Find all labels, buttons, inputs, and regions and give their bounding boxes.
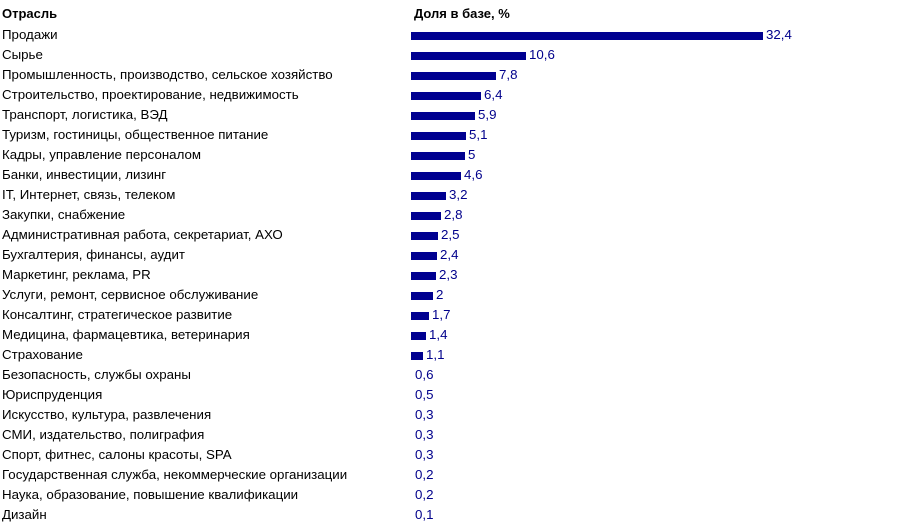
industry-label: Наука, образование, повышение квалификац… (2, 487, 299, 502)
share-bar (411, 252, 437, 260)
chart-row: СМИ, издательство, полиграфия 0,3 (0, 426, 900, 446)
chart-row: Спорт, фитнес, салоны красоты, SPA 0,3 (0, 446, 900, 466)
share-bar (411, 72, 496, 80)
industry-label: Страхование (2, 347, 83, 362)
share-bar (411, 172, 461, 180)
industry-label: Искусство, культура, развлечения (2, 407, 212, 422)
share-bar (411, 152, 465, 160)
share-value: 2,8 (444, 207, 463, 222)
industry-label: Безопасность, службы охраны (2, 367, 191, 382)
chart-row: Медицина, фармацевтика, ветеринария 1,4 (0, 326, 900, 346)
share-bar (411, 332, 426, 340)
industry-label: Банки, инвестиции, лизинг (2, 167, 167, 182)
share-value: 2,4 (440, 247, 459, 262)
column-header-industry: Отрасль (2, 6, 58, 21)
chart-row: Услуги, ремонт, сервисное обслуживание 2 (0, 286, 900, 306)
industry-label: Административная работа, секретариат, АХ… (2, 227, 283, 242)
share-value: 2,3 (439, 267, 458, 282)
share-value: 0,2 (415, 487, 434, 502)
share-value: 1,4 (429, 327, 448, 342)
share-value: 5,9 (478, 107, 497, 122)
share-value: 6,4 (484, 87, 503, 102)
industry-label: Закупки, снабжение (2, 207, 126, 222)
industry-label: Туризм, гостиницы, общественное питание (2, 127, 269, 142)
share-value: 32,4 (766, 27, 792, 42)
industry-label: IT, Интернет, связь, телеком (2, 187, 176, 202)
industry-label: Государственная служба, некоммерческие о… (2, 467, 348, 482)
share-value: 0,3 (415, 407, 434, 422)
industry-label: Промышленность, производство, сельское х… (2, 67, 333, 82)
share-bar (411, 272, 436, 280)
industry-label: Бухгалтерия, финансы, аудит (2, 247, 185, 262)
industry-label: Кадры, управление персоналом (2, 147, 202, 162)
chart-row: Продажи 32,4 (0, 26, 900, 46)
share-value: 5,1 (469, 127, 488, 142)
industry-label: Маркетинг, реклама, PR (2, 267, 151, 282)
share-value: 3,2 (449, 187, 468, 202)
chart-row: Банки, инвестиции, лизинг 4,6 (0, 166, 900, 186)
chart-row: Транспорт, логистика, ВЭД 5,9 (0, 106, 900, 126)
chart-row: Промышленность, производство, сельское х… (0, 66, 900, 86)
share-value: 0,2 (415, 467, 434, 482)
share-bar (411, 212, 441, 220)
share-value: 2 (436, 287, 444, 302)
industry-label: Сырье (2, 47, 43, 62)
share-value: 1,7 (432, 307, 451, 322)
chart-row: Бухгалтерия, финансы, аудит 2,4 (0, 246, 900, 266)
industry-label: Медицина, фармацевтика, ветеринария (2, 327, 250, 342)
chart-row: Строительство, проектирование, недвижимо… (0, 86, 900, 106)
industry-label: Продажи (2, 27, 58, 42)
share-value: 5 (468, 147, 476, 162)
share-value: 0,3 (415, 427, 434, 442)
share-value: 7,8 (499, 67, 518, 82)
share-value: 0,1 (415, 507, 434, 522)
share-bar (411, 312, 429, 320)
chart-row: Маркетинг, реклама, PR 2,3 (0, 266, 900, 286)
share-bar (411, 112, 475, 120)
chart-row: Сырье 10,6 (0, 46, 900, 66)
share-bar (411, 52, 526, 60)
industry-label: Юриспруденция (2, 387, 103, 402)
chart-row: Наука, образование, повышение квалификац… (0, 486, 900, 506)
share-value: 10,6 (529, 47, 555, 62)
share-value: 0,5 (415, 387, 434, 402)
industry-label: СМИ, издательство, полиграфия (2, 427, 205, 442)
share-value: 0,3 (415, 447, 434, 462)
chart-row: IT, Интернет, связь, телеком 3,2 (0, 186, 900, 206)
industry-label: Строительство, проектирование, недвижимо… (2, 87, 299, 102)
chart-row: Консалтинг, стратегическое развитие 1,7 (0, 306, 900, 326)
chart-row: Страхование 1,1 (0, 346, 900, 366)
share-value: 2,5 (441, 227, 460, 242)
bar-chart-rows: Продажи 32,4 Сырье 10,6 Промышленность, … (0, 26, 900, 526)
industry-label: Консалтинг, стратегическое развитие (2, 307, 233, 322)
chart-row: Безопасность, службы охраны 0,6 (0, 366, 900, 386)
share-bar (411, 92, 481, 100)
industry-label: Дизайн (2, 507, 47, 522)
industry-label: Транспорт, логистика, ВЭД (2, 107, 168, 122)
share-value: 4,6 (464, 167, 483, 182)
share-value: 0,6 (415, 367, 434, 382)
column-header-share: Доля в базе, % (414, 6, 510, 21)
chart-row: Дизайн 0,1 (0, 506, 900, 526)
share-bar (411, 232, 438, 240)
share-bar (411, 132, 466, 140)
industry-label: Спорт, фитнес, салоны красоты, SPA (2, 447, 232, 462)
chart-row: Искусство, культура, развлечения 0,3 (0, 406, 900, 426)
industry-label: Услуги, ремонт, сервисное обслуживание (2, 287, 259, 302)
chart-row: Государственная служба, некоммерческие о… (0, 466, 900, 486)
chart-row: Закупки, снабжение 2,8 (0, 206, 900, 226)
share-value: 1,1 (426, 347, 445, 362)
chart-row: Административная работа, секретариат, АХ… (0, 226, 900, 246)
chart-row: Туризм, гостиницы, общественное питание … (0, 126, 900, 146)
chart-row: Юриспруденция 0,5 (0, 386, 900, 406)
share-bar (411, 32, 763, 40)
share-bar (411, 352, 423, 360)
chart-row: Кадры, управление персоналом 5 (0, 146, 900, 166)
share-bar (411, 192, 446, 200)
share-bar (411, 292, 433, 300)
